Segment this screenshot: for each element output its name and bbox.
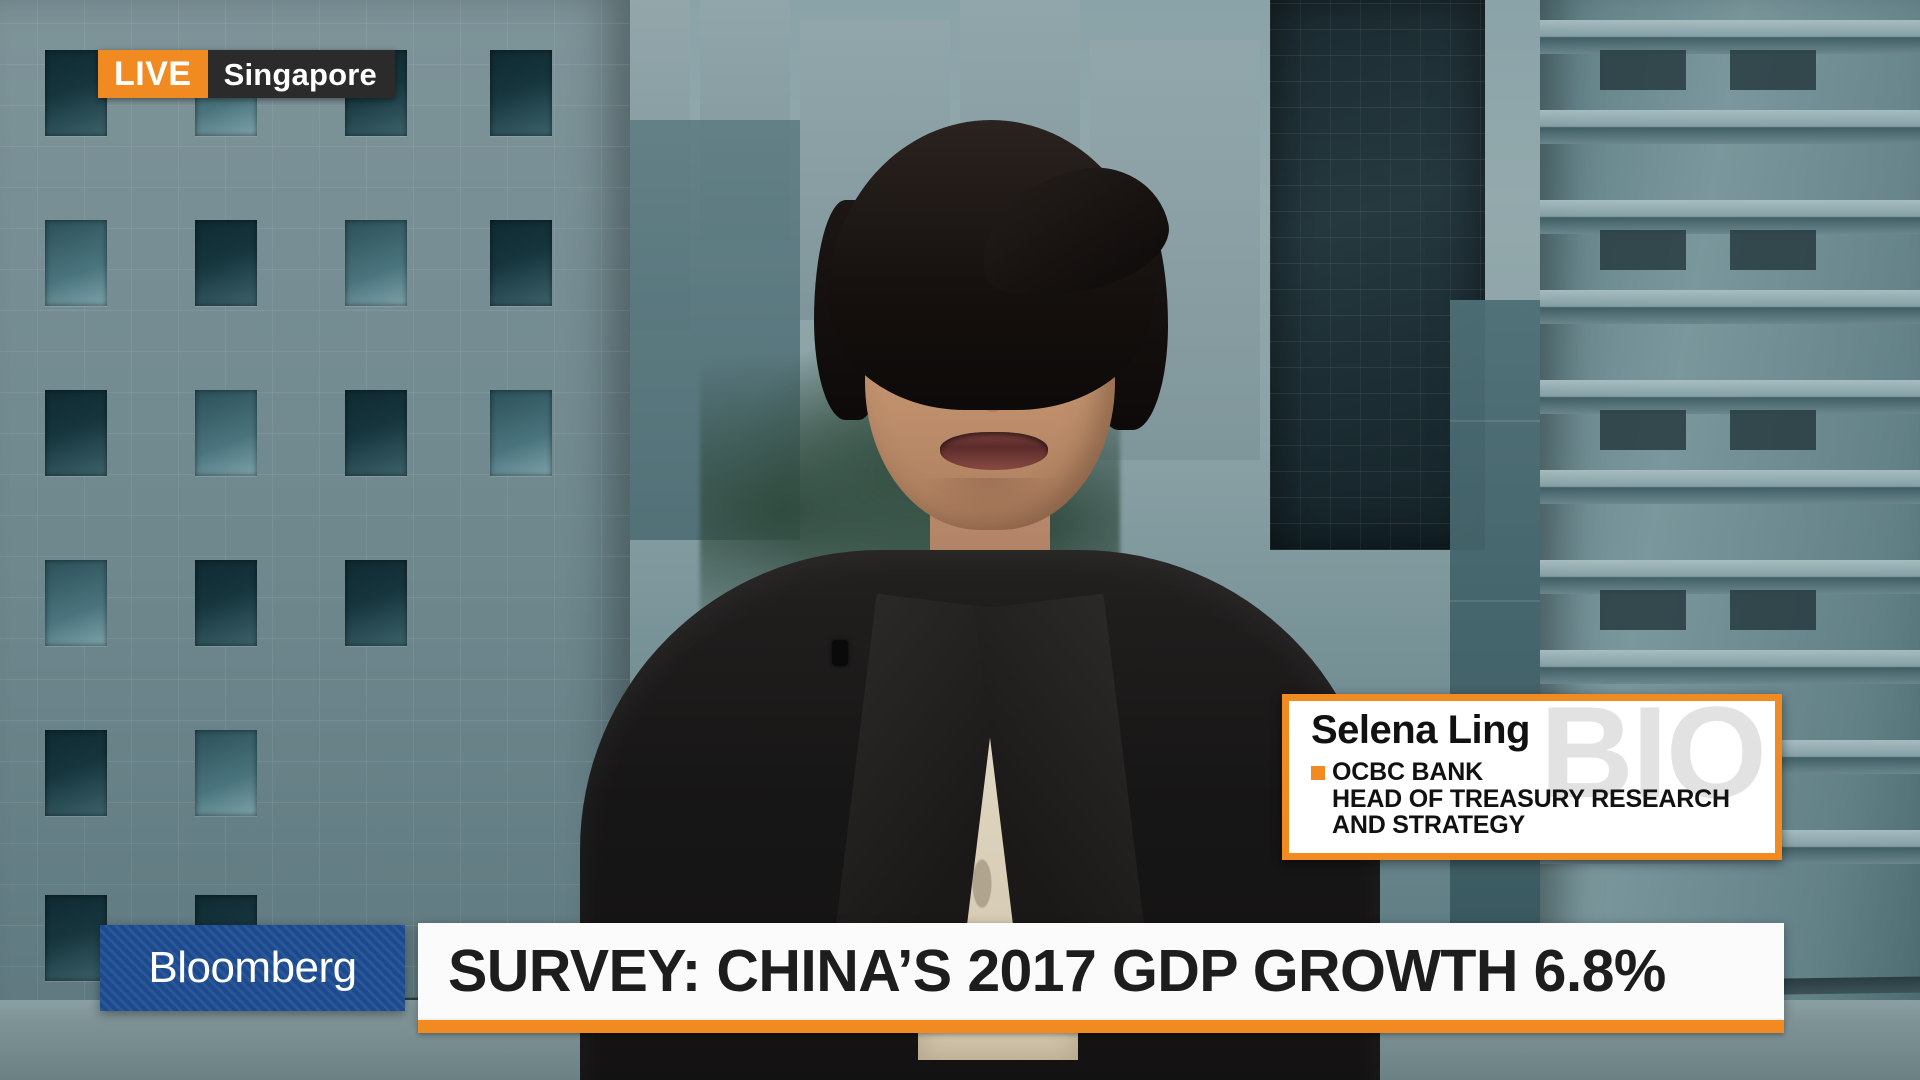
logo-stripe-pattern xyxy=(100,925,405,1011)
guest-bio-card: BIO Selena Ling OCBC BANK HEAD OF TREASU… xyxy=(1282,694,1782,860)
guest-affiliation-line: OCBC BANK xyxy=(1332,758,1483,786)
live-location-label: Singapore xyxy=(223,56,377,92)
live-location-chip: Singapore xyxy=(207,50,395,98)
guest-affiliation-line: AND STRATEGY xyxy=(1332,811,1525,839)
guest-affiliation-line: HEAD OF TREASURY RESEARCH xyxy=(1332,784,1730,813)
right-building xyxy=(1540,0,1920,1080)
chin-shadow xyxy=(920,478,1060,528)
headline-banner: SURVEY: CHINA’S 2017 GDP GROWTH 6.8% xyxy=(418,923,1784,1020)
guest-affiliation: OCBC BANK HEAD OF TREASURY RESEARCH AND … xyxy=(1311,759,1775,839)
live-status-chip: LIVE xyxy=(98,50,208,98)
left-building xyxy=(0,0,630,1080)
hair xyxy=(828,120,1154,410)
network-logo-text: Bloomberg xyxy=(148,943,357,992)
mouth xyxy=(940,432,1376,802)
bio-watermark-text: BIO xyxy=(1539,701,1767,825)
headline-text: SURVEY: CHINA’S 2017 GDP GROWTH 6.8% xyxy=(448,938,1666,1004)
network-logo: Bloomberg xyxy=(100,925,405,1011)
live-status-label: LIVE xyxy=(114,55,192,93)
glass-tower xyxy=(1270,0,1485,550)
headline-accent-rule xyxy=(418,1020,1784,1033)
lapel-microphone xyxy=(832,640,848,666)
guest-affiliation-lines: OCBC BANK HEAD OF TREASURY RESEARCH AND … xyxy=(1332,759,1730,839)
guest-bio-card-inner: BIO Selena Ling OCBC BANK HEAD OF TREASU… xyxy=(1289,701,1775,853)
guest-name: Selena Ling xyxy=(1311,708,1531,752)
bullet-square-icon xyxy=(1311,766,1325,780)
live-location-badge: LIVE Singapore xyxy=(98,50,395,98)
